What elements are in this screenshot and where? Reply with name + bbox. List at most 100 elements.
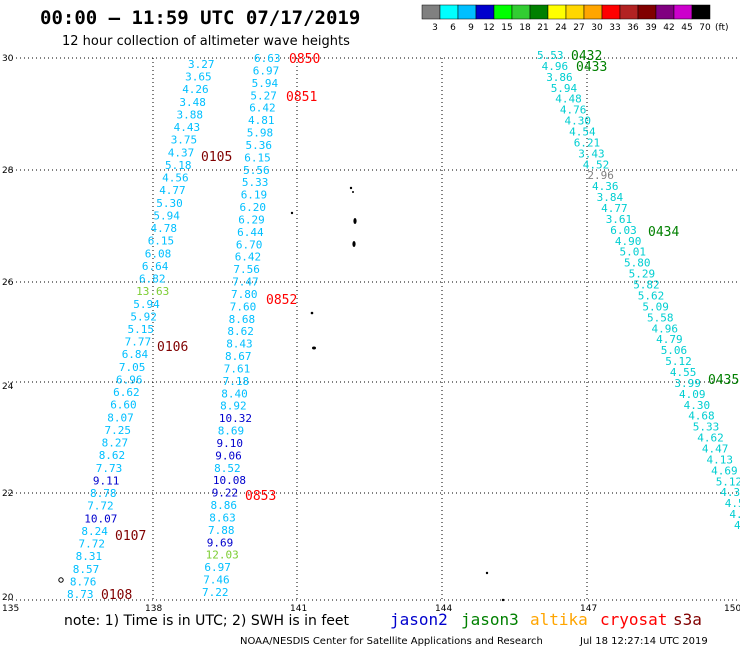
- credit-line: NOAA/NESDIS Center for Satellite Applica…: [240, 636, 543, 647]
- island: [485, 571, 489, 575]
- island: [349, 186, 353, 190]
- track-3-value: 4.76: [560, 104, 587, 117]
- track-1-value: 7.72: [79, 538, 106, 551]
- track-1-value: 8.07: [107, 411, 134, 424]
- satellite-s3a: s3a: [673, 610, 702, 629]
- lon-label: 138: [145, 604, 162, 614]
- track-2-value: 6.42: [249, 102, 276, 115]
- island: [352, 191, 354, 193]
- track-1-value: 4.78: [151, 222, 178, 235]
- track-3-value: 4.55: [670, 366, 697, 379]
- track-3-value: 4.30: [565, 115, 592, 128]
- track-2-value: 10.08: [213, 474, 246, 487]
- satellite-jason2: jason2: [390, 610, 448, 629]
- track-2-value: 7.88: [208, 524, 235, 537]
- track-3-value: 5.82: [633, 279, 660, 292]
- track-3-value: 5.33: [693, 421, 720, 434]
- generated-timestamp: Jul 18 12:27:14 UTC 2019: [579, 636, 708, 647]
- satellite-cryosat: cryosat: [600, 610, 667, 629]
- track-2-value: 8.62: [227, 325, 254, 338]
- track-2-value: 8.92: [220, 400, 247, 413]
- track-3-value: 4.69: [711, 464, 738, 477]
- track-2-value: 6.70: [236, 238, 263, 251]
- track-1-value: 7.05: [119, 361, 145, 374]
- track-2-value: 8.52: [214, 462, 241, 475]
- island-marker: [58, 577, 64, 583]
- track-3-value: 5.12: [665, 355, 692, 368]
- pass-time-label: 0105: [201, 150, 232, 165]
- track-1-value: 7.25: [105, 424, 132, 437]
- legend-label: 70: [699, 23, 711, 33]
- track-2-value: 8.68: [229, 313, 256, 326]
- track-1-value: 5.94: [153, 209, 180, 222]
- legend-label: 3: [432, 23, 438, 33]
- track-3-value: 6.03: [610, 224, 637, 237]
- pass-time-label: 0106: [157, 340, 188, 355]
- track-3-value: 3.61: [606, 213, 633, 226]
- track-3-value: 4.: [734, 519, 740, 532]
- track-3-value: 4.62: [697, 432, 724, 445]
- track-3-value: 5.62: [638, 290, 665, 303]
- island: [501, 598, 505, 602]
- track-3-value: 4.09: [679, 388, 706, 401]
- track-3-value: 4.48: [555, 93, 582, 106]
- track-2-value: 5.94: [252, 77, 279, 90]
- lat-label: 24: [2, 382, 14, 392]
- track-3-value: 4.31: [720, 486, 740, 499]
- track-3-value: 4.56: [725, 497, 740, 510]
- lat-axis-labels: 30 28 26 24 22 20: [2, 54, 14, 603]
- legend-swatch: [439, 4, 459, 20]
- legend-swatch: [547, 4, 567, 20]
- track-2-value: 8.40: [221, 387, 248, 400]
- pass-time-label: 0432: [571, 49, 602, 64]
- lat-lon-grid: [8, 57, 740, 601]
- track-3-value: 4.8: [729, 508, 740, 521]
- track-2-value: 8.86: [211, 499, 238, 512]
- legend-swatch: [475, 4, 495, 20]
- track-2-value: 5.98: [247, 127, 274, 140]
- pass-time-label: 0850: [289, 52, 320, 67]
- track-1-value: 6.60: [110, 399, 137, 412]
- legend-swatch: [601, 4, 621, 20]
- track-3-value: 5.80: [624, 257, 651, 270]
- track-2-value: 9.10: [217, 437, 244, 450]
- track-1-value: 3.75: [171, 134, 198, 147]
- track-2-value: 6.20: [240, 201, 267, 214]
- track-1-value: 3.48: [179, 96, 206, 109]
- map-title: 00:00 – 11:59 UTC 07/17/2019: [40, 7, 360, 29]
- track-1-value: 8.78: [90, 487, 117, 500]
- track-2-value: 7.60: [230, 300, 256, 313]
- track-2-value: 7.61: [224, 363, 251, 376]
- legend-swatch: [511, 4, 531, 20]
- legend-swatch: [529, 4, 549, 20]
- island: [353, 218, 357, 224]
- pass-time-label: 0108: [101, 588, 132, 603]
- track-1-value: 10.07: [84, 512, 117, 525]
- track-1-value: 4.43: [174, 121, 201, 134]
- legend-label: 24: [555, 23, 567, 33]
- track-1-value: 8.27: [102, 437, 129, 450]
- pass-time-label: 0435: [708, 373, 739, 388]
- lon-label: 147: [580, 604, 597, 614]
- track-1-value: 8.62: [99, 449, 126, 462]
- track-3-value: 4.13: [707, 453, 734, 466]
- track-3-value: 4.79: [656, 333, 683, 346]
- track-1-value: 7.73: [96, 462, 123, 475]
- track-3-value: 6.21: [574, 136, 601, 149]
- track-2-value: 8.67: [225, 350, 252, 363]
- track-1-value: 7.72: [87, 500, 114, 513]
- satellite-altika: altika: [530, 610, 588, 629]
- legend-label: 9: [468, 23, 474, 33]
- track-3-value: 4.90: [615, 235, 642, 248]
- lat-label: 20: [2, 593, 14, 603]
- track-1-value: 6.96: [116, 374, 143, 387]
- track-2-value: 5.56: [243, 164, 270, 177]
- track-2-value: 6.15: [244, 151, 270, 164]
- track-2-value: 8.63: [209, 512, 236, 525]
- legend-swatch: [619, 4, 639, 20]
- track-1-value: 5.30: [156, 197, 183, 210]
- track-1-value: 6.15: [148, 235, 175, 248]
- lon-label: 135: [2, 604, 19, 614]
- legend-label: 15: [501, 23, 512, 33]
